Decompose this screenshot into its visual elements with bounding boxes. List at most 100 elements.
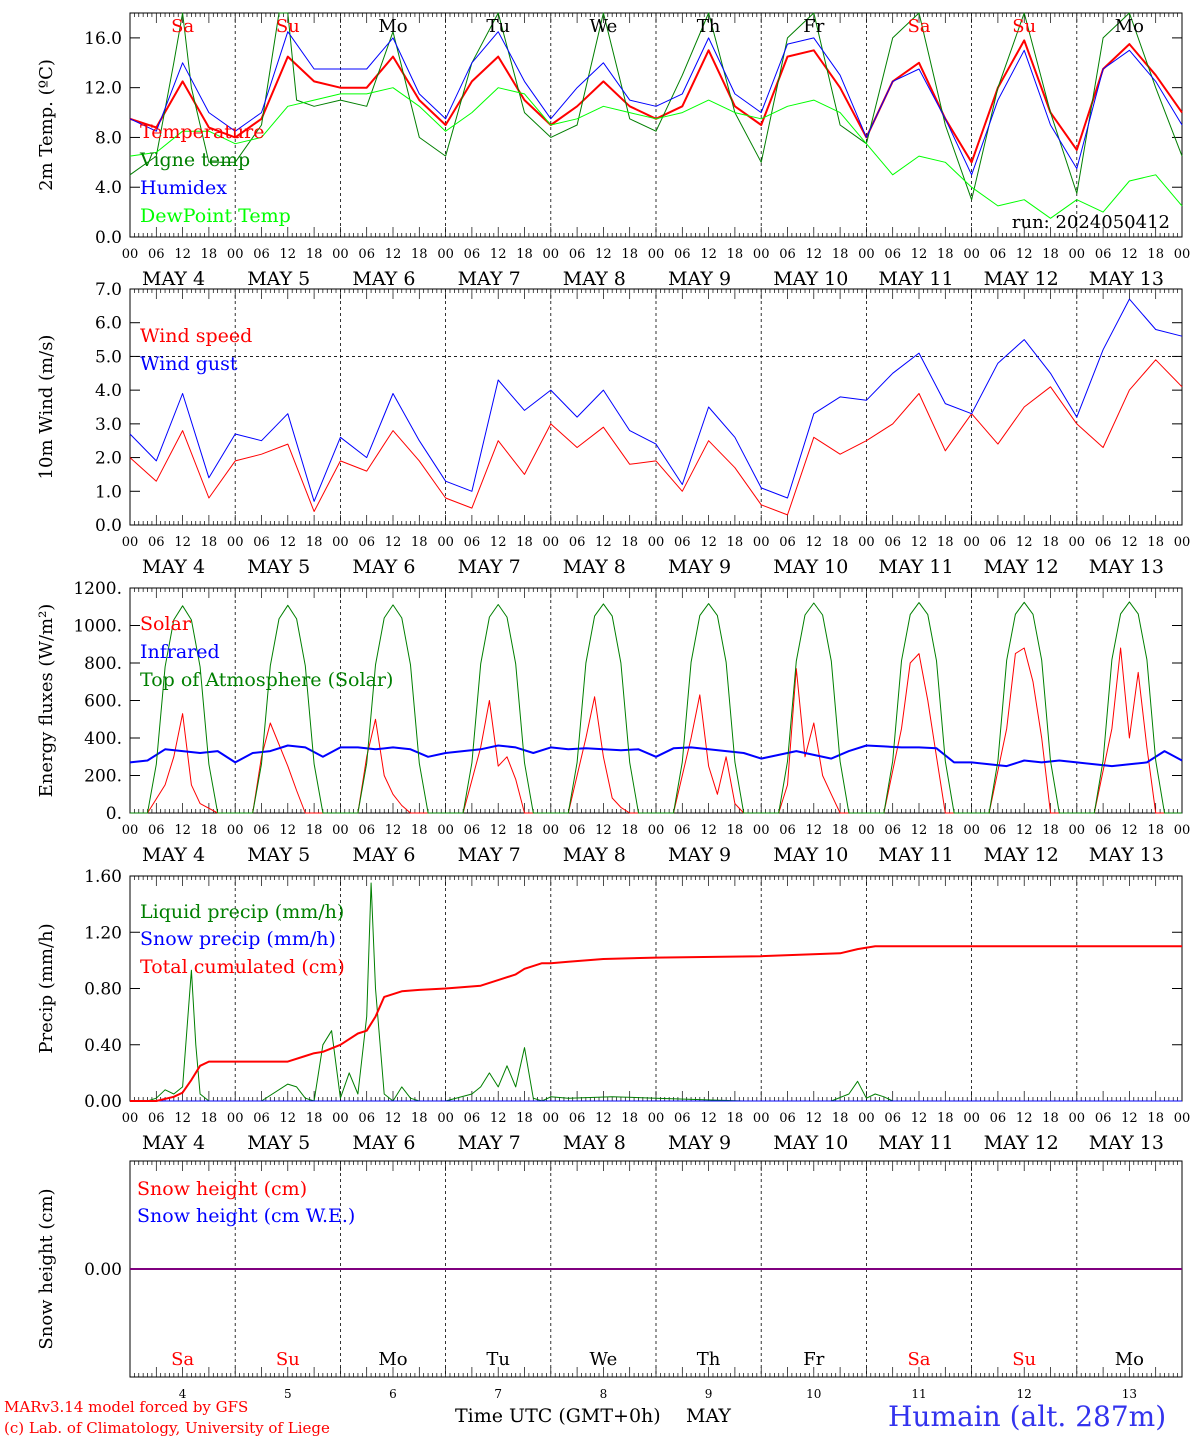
hour-tick-label: 06 <box>779 1111 796 1126</box>
weekday-label: Sa <box>171 16 194 37</box>
weekday-label: Mo <box>378 1349 407 1370</box>
hour-tick-label: 18 <box>621 823 638 838</box>
hour-tick-label: 12 <box>174 823 191 838</box>
hour-tick-label: 18 <box>411 535 428 550</box>
hour-tick-label: 00 <box>332 247 349 262</box>
date-label: MAY 10 <box>773 268 848 290</box>
hour-tick-label: 18 <box>937 1111 954 1126</box>
hour-tick-label: 12 <box>595 247 612 262</box>
hour-tick-label: 12 <box>700 247 717 262</box>
legend-entry: Snow height (cm) <box>137 1178 307 1200</box>
date-label: MAY 8 <box>563 1132 626 1154</box>
hour-tick-label: 00 <box>122 535 139 550</box>
date-label: MAY 4 <box>142 556 205 578</box>
y-tick-label: 1.20 <box>84 923 122 943</box>
hour-tick-label: 18 <box>201 247 218 262</box>
hour-tick-label: 00 <box>648 1111 665 1126</box>
hour-tick-label: 06 <box>148 1111 165 1126</box>
legend-entry: Temperature <box>140 121 264 143</box>
y-tick-label: 8.0 <box>95 128 122 148</box>
date-label: MAY 11 <box>878 1132 953 1154</box>
hour-tick-label: 18 <box>411 823 428 838</box>
hour-tick-label: 06 <box>884 247 901 262</box>
hour-tick-label: 12 <box>174 1111 191 1126</box>
date-label: MAY 4 <box>142 844 205 866</box>
hour-tick-label: 12 <box>700 823 717 838</box>
hour-tick-label: 12 <box>806 247 823 262</box>
series-line <box>130 945 1182 1102</box>
hour-tick-label: 06 <box>1095 823 1112 838</box>
weekday-label: Sa <box>907 1349 930 1370</box>
day-number-label: 10 <box>806 1387 821 1401</box>
date-label: MAY 13 <box>1089 268 1164 290</box>
run-annotation: run: 2024050412 <box>1012 212 1170 233</box>
date-label: MAY 9 <box>668 1132 731 1154</box>
hour-tick-label: 00 <box>1069 823 1086 838</box>
hour-tick-label: 00 <box>648 247 665 262</box>
hour-tick-label: 00 <box>1069 1111 1086 1126</box>
hour-tick-label: 00 <box>648 535 665 550</box>
hour-tick-label: 00 <box>1174 823 1191 838</box>
series-line <box>130 601 1182 814</box>
hour-tick-label: 00 <box>1174 247 1191 262</box>
series-line <box>129 298 1183 502</box>
hour-tick-label: 06 <box>990 247 1007 262</box>
y-tick-label: 4.0 <box>95 381 122 401</box>
hour-tick-label: 06 <box>569 247 586 262</box>
hour-tick-label: 06 <box>1095 1111 1112 1126</box>
weekday-label: We <box>590 16 618 37</box>
hour-tick-label: 06 <box>884 823 901 838</box>
hour-tick-label: 12 <box>806 823 823 838</box>
hour-tick-label: 12 <box>700 535 717 550</box>
hour-tick-label: 06 <box>990 1111 1007 1126</box>
hour-tick-label: 00 <box>122 823 139 838</box>
hour-tick-label: 12 <box>280 247 297 262</box>
time-axis-label: Time UTC (GMT+0h) <box>455 1405 661 1427</box>
hour-tick-label: 12 <box>1016 247 1033 262</box>
hour-tick-label: 18 <box>727 247 744 262</box>
hour-tick-label: 18 <box>832 247 849 262</box>
date-label: MAY 11 <box>878 556 953 578</box>
y-tick-label: 12.0 <box>84 79 122 99</box>
date-label: MAY 9 <box>668 556 731 578</box>
legend-entry: Vigne temp <box>139 149 250 171</box>
weekday-label: Th <box>697 16 721 37</box>
hour-tick-label: 00 <box>227 823 244 838</box>
legend-entry: Liquid precip (mm/h) <box>140 901 344 923</box>
series-line <box>129 39 1183 164</box>
copyright: (c) Lab. of Climatology, University of L… <box>4 1419 330 1437</box>
hour-tick-label: 00 <box>437 535 454 550</box>
hour-tick-label: 06 <box>464 823 481 838</box>
date-label: MAY 6 <box>352 556 415 578</box>
date-label: MAY 5 <box>247 556 310 578</box>
hour-tick-label: 18 <box>1147 1111 1164 1126</box>
hour-tick-label: 18 <box>411 247 428 262</box>
y-axis-label: Precip (mm/h) <box>36 923 57 1053</box>
date-label: MAY 12 <box>984 268 1059 290</box>
hour-tick-label: 12 <box>911 535 928 550</box>
hour-tick-label: 12 <box>280 1111 297 1126</box>
hour-tick-label: 00 <box>858 535 875 550</box>
hour-tick-label: 06 <box>674 1111 691 1126</box>
y-tick-label: 1000. <box>73 617 122 637</box>
hour-tick-label: 12 <box>911 823 928 838</box>
hour-tick-label: 06 <box>990 535 1007 550</box>
legend-entry: Total cumulated (cm) <box>140 956 345 978</box>
date-label: MAY 8 <box>563 268 626 290</box>
hour-tick-label: 06 <box>779 535 796 550</box>
hour-tick-label: 18 <box>621 247 638 262</box>
hour-tick-label: 12 <box>911 247 928 262</box>
y-tick-label: 2.0 <box>95 449 122 469</box>
hour-tick-label: 00 <box>963 823 980 838</box>
y-tick-label: 1.60 <box>84 867 122 887</box>
series-line <box>130 647 1182 814</box>
date-label: MAY 9 <box>668 268 731 290</box>
hour-tick-label: 12 <box>700 1111 717 1126</box>
date-label: MAY 11 <box>878 844 953 866</box>
weekday-label: Su <box>276 1349 300 1370</box>
hour-tick-label: 18 <box>516 1111 533 1126</box>
day-number-label: 9 <box>705 1387 713 1401</box>
hour-tick-label: 06 <box>358 535 375 550</box>
legend-entry: DewPoint Temp <box>140 205 291 227</box>
hour-tick-label: 18 <box>1147 823 1164 838</box>
